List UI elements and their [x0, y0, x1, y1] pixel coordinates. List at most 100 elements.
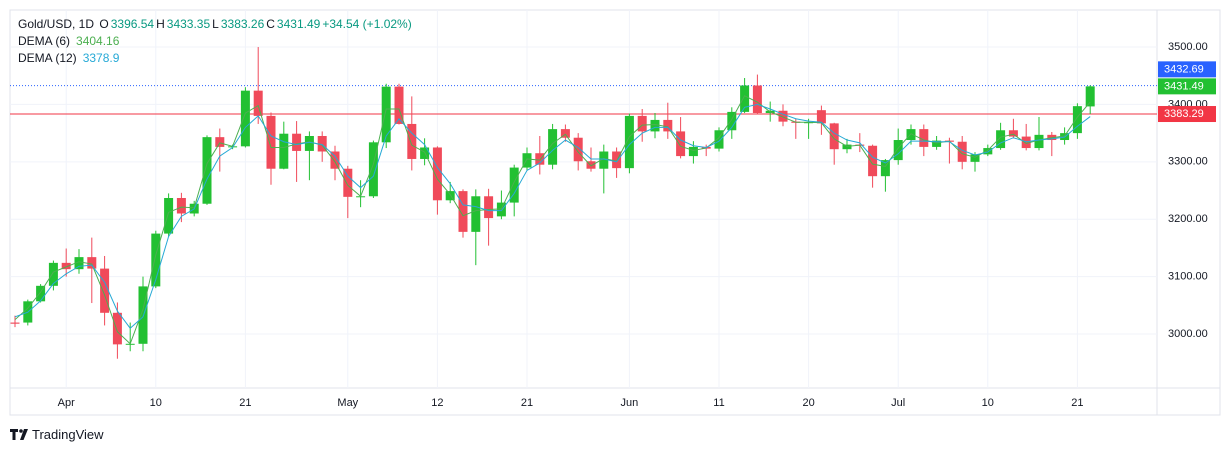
symbol: Gold/USD, 1D	[18, 17, 95, 31]
change: +34.54 (+1.02%)	[322, 17, 412, 31]
candle-body	[304, 136, 314, 151]
candle-body	[560, 129, 570, 138]
x-tick-label: 11	[713, 397, 724, 409]
y-tick-label: 3300.00	[1168, 156, 1208, 168]
x-tick-label: Apr	[58, 397, 75, 409]
ohlc-value: 3433.35	[166, 17, 211, 31]
candle-body	[36, 285, 46, 302]
candle-body	[970, 154, 980, 162]
candle-body	[10, 322, 20, 324]
candle-body	[240, 90, 250, 147]
candle-body	[138, 286, 148, 344]
candles	[10, 47, 1095, 359]
x-tick-label: Jun	[621, 397, 639, 409]
y-tick-label: 3500.00	[1168, 41, 1208, 53]
candle-body	[599, 151, 609, 169]
symbol-row: Gold/USD, 1D O 3396.54 H 3433.35 L 3383.26 C 34…	[18, 16, 414, 33]
candle-body	[445, 191, 455, 201]
last-price-bg	[1158, 78, 1216, 95]
candle-body	[740, 85, 750, 112]
price-label-bg	[1158, 106, 1216, 123]
legend-name: DEMA (12)	[18, 51, 77, 65]
indicator-line	[14, 103, 1091, 330]
ohlc-key: H	[156, 17, 165, 31]
candle-body	[381, 86, 391, 143]
x-tick-label: 20	[802, 397, 814, 409]
candle-body	[535, 153, 545, 165]
candle-body	[1072, 106, 1082, 134]
x-tick-label: 12	[431, 397, 443, 409]
candle-body	[816, 110, 826, 124]
candle-body	[471, 196, 481, 232]
candle-body	[624, 115, 634, 169]
legend-name: DEMA (6)	[18, 34, 71, 48]
candle-body	[1085, 86, 1095, 107]
candle-body	[676, 131, 686, 157]
header: Gold/USD, 1D O 3396.54 H 3433.35 L 3383.26 C 34…	[18, 16, 414, 67]
candle-body	[61, 262, 71, 270]
candle-body	[292, 133, 302, 151]
candle-body	[586, 161, 596, 169]
candle-body	[663, 119, 673, 132]
ohlc-key: C	[266, 17, 275, 31]
brand: TradingView	[32, 427, 104, 442]
ohlc-key: O	[99, 17, 109, 31]
logo	[10, 429, 28, 440]
candle-body	[919, 129, 929, 147]
candle-body	[842, 144, 852, 150]
candle-body	[202, 137, 212, 204]
candle-body	[253, 90, 263, 116]
ohlc-value: 3396.54	[110, 17, 155, 31]
ohlc-value: 3383.26	[220, 17, 265, 31]
candle-body	[432, 147, 442, 201]
ohlc-key: L	[212, 17, 219, 31]
x-tick-label: 21	[239, 397, 251, 409]
candle-body	[688, 146, 698, 157]
candle-body	[893, 140, 903, 161]
legend-row: DEMA (12) 3378.9	[18, 50, 414, 67]
candle-body	[996, 130, 1006, 149]
candle-body	[522, 153, 532, 168]
y-tick-label: 3100.00	[1168, 271, 1208, 283]
candle-body	[983, 148, 993, 155]
candle-body	[906, 129, 916, 141]
candle-body	[100, 268, 110, 313]
candle-body	[932, 140, 942, 147]
candle-body	[868, 145, 878, 177]
x-tick-label: Jul	[891, 397, 905, 409]
candle-body	[484, 196, 494, 219]
candle-body	[496, 202, 506, 217]
candle-body	[573, 137, 583, 162]
candle-body	[714, 130, 724, 149]
candle-body	[637, 115, 647, 132]
candle-body	[151, 233, 161, 287]
y-tick-label: 3200.00	[1168, 213, 1208, 225]
candle-body	[279, 133, 289, 169]
candle-body	[1008, 130, 1018, 137]
candle-body	[330, 151, 340, 169]
candle-body	[1021, 136, 1031, 149]
candle-body	[87, 257, 97, 269]
ohlc-value: 3431.49	[276, 17, 321, 31]
price-label-bg	[1158, 61, 1216, 78]
candle-body	[368, 142, 378, 197]
candle-body	[74, 257, 84, 270]
candle-body	[778, 110, 788, 122]
candle-body	[317, 136, 327, 152]
candle-body	[612, 151, 622, 169]
legend-value: 3404.16	[76, 34, 120, 48]
x-tick-label: May	[337, 397, 358, 409]
candle-body	[176, 197, 186, 214]
y-tick-label: 3000.00	[1168, 328, 1208, 340]
last-price-label: 3431.49	[1164, 80, 1204, 92]
candle-body	[407, 123, 417, 159]
price-label: 3383.29	[1164, 108, 1204, 120]
candle-body	[48, 262, 58, 286]
candle-body	[957, 141, 967, 162]
candle-body	[548, 129, 558, 165]
candle-body	[650, 119, 660, 132]
x-tick-label: 10	[982, 397, 994, 409]
candle-body	[458, 191, 468, 232]
